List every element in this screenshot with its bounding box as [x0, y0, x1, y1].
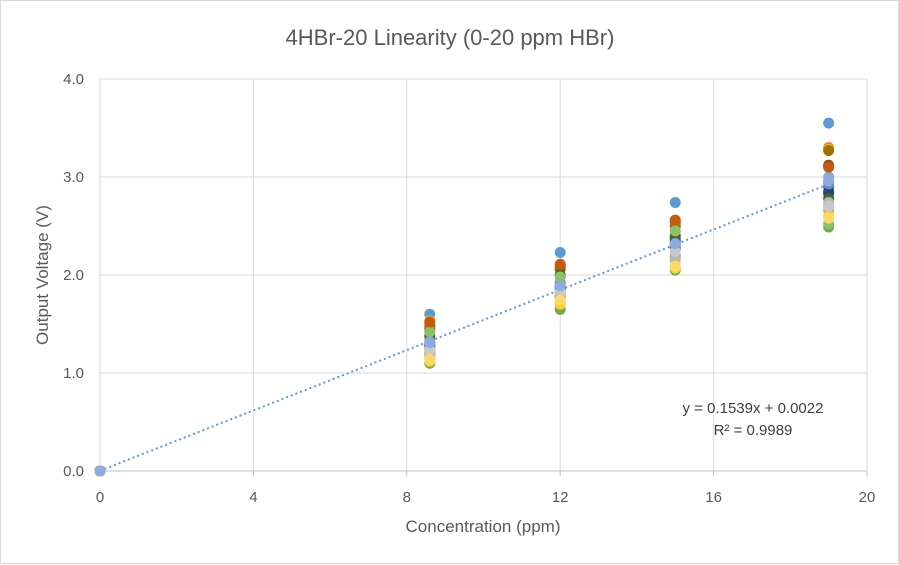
data-point [424, 316, 436, 328]
x-tick-label: 4 [249, 489, 257, 506]
data-point [554, 246, 566, 258]
y-tick-label: 1.0 [63, 365, 84, 382]
y-tick-label: 0.0 [63, 463, 84, 480]
x-axis-label: Concentration (ppm) [406, 517, 561, 536]
x-tick-label: 16 [705, 489, 722, 506]
data-point [823, 200, 835, 212]
trendline-group [99, 183, 830, 472]
y-axis-label: Output Voltage (V) [33, 205, 52, 345]
data-point [669, 245, 681, 257]
data-point [94, 465, 106, 477]
y-tick-label: 4.0 [63, 71, 84, 88]
data-point [669, 214, 681, 226]
x-tick-label: 8 [403, 489, 411, 506]
data-point [823, 161, 835, 173]
data-point [554, 280, 566, 292]
data-point [669, 196, 681, 208]
data-point [823, 117, 835, 129]
data-point [424, 337, 436, 349]
data-point [669, 238, 681, 250]
data-points [94, 117, 835, 477]
data-point [823, 175, 835, 187]
data-point [554, 258, 566, 270]
data-point [669, 260, 681, 272]
data-point [823, 145, 835, 157]
data-point [669, 225, 681, 237]
trendline-equation: y = 0.1539x + 0.0022 [683, 400, 824, 417]
data-point [424, 326, 436, 338]
data-point [823, 212, 835, 224]
y-tick-label: 3.0 [63, 169, 84, 186]
tick-labels: 0.0 1.0 2.0 3.0 4.0 0 4 8 12 16 20 [63, 71, 875, 506]
data-point [554, 294, 566, 306]
trendline-r-squared: R² = 0.9989 [714, 422, 793, 439]
data-point [424, 353, 436, 365]
gridlines [100, 78, 868, 471]
x-tick-label: 20 [859, 489, 876, 506]
data-point [554, 271, 566, 283]
chart-title: 4HBr-20 Linearity (0-20 ppm HBr) [286, 25, 615, 50]
x-tick-label: 12 [552, 489, 569, 506]
trendline [99, 183, 830, 472]
y-tick-label: 2.0 [63, 267, 84, 284]
x-tick-label: 0 [96, 489, 104, 506]
